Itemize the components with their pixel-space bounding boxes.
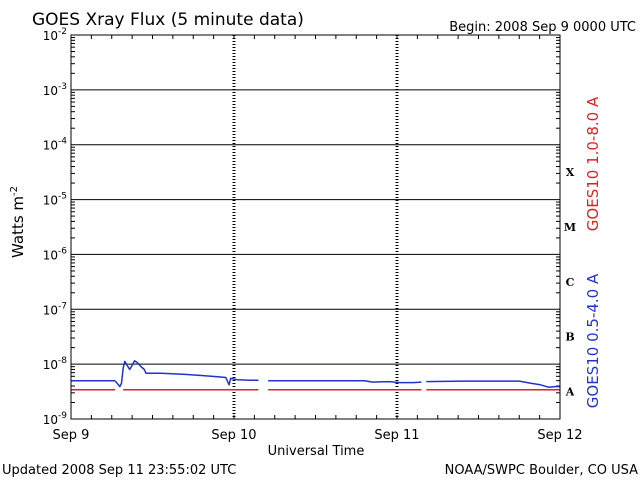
flare-class-labels: A B C M X bbox=[564, 166, 576, 398]
y-tick-label: 10-8 bbox=[43, 356, 68, 372]
plot-frame bbox=[70, 34, 561, 420]
y-axis-label-base: Watts m bbox=[9, 196, 27, 258]
series-short-channel-line bbox=[268, 379, 422, 384]
flare-class-m: M bbox=[564, 221, 576, 234]
x-tick-labels: Sep 9 Sep 10 Sep 11 Sep 12 bbox=[53, 428, 583, 443]
begin-label: Begin: 2008 Sep 9 0000 UTC bbox=[449, 20, 636, 35]
series-short-channel-line bbox=[426, 380, 560, 388]
flare-class-a: A bbox=[565, 386, 575, 399]
chart-title: GOES Xray Flux (5 minute data) bbox=[32, 10, 304, 30]
series-layer bbox=[71, 360, 560, 391]
y-tick-label: 10-4 bbox=[43, 137, 68, 153]
x-tick-label: Sep 12 bbox=[537, 428, 582, 443]
y-tick-label: 10-6 bbox=[43, 246, 68, 262]
y-tick-label: 10-5 bbox=[43, 192, 67, 208]
series-short-channel-line bbox=[114, 360, 259, 388]
legend-long-channel: GOES10 1.0-8.0 A bbox=[584, 96, 602, 231]
x-tick-label: Sep 9 bbox=[53, 428, 90, 443]
flare-class-b: B bbox=[565, 331, 574, 344]
y-tick-labels: 10-9 10-8 10-7 10-6 10-5 10-4 10-3 10-2 bbox=[43, 27, 68, 427]
y-axis-label: Watts m-2 bbox=[9, 186, 27, 258]
x-tick-label: Sep 10 bbox=[211, 428, 256, 443]
grid-layer bbox=[71, 35, 560, 419]
source-credit: NOAA/SWPC Boulder, CO USA bbox=[445, 463, 638, 478]
flare-class-x: X bbox=[566, 166, 575, 179]
x-axis-label: Universal Time bbox=[268, 444, 365, 459]
y-axis-label-exponent: -2 bbox=[9, 186, 20, 196]
y-tick-label: 10-7 bbox=[43, 301, 67, 317]
x-tick-label: Sep 11 bbox=[374, 428, 419, 443]
y-tick-label: 10-2 bbox=[43, 27, 67, 43]
y-tick-label: 10-3 bbox=[43, 82, 67, 98]
legend-short-channel: GOES10 0.5-4.0 A bbox=[584, 273, 602, 408]
updated-timestamp: Updated 2008 Sep 11 23:55:02 UTC bbox=[2, 463, 236, 478]
y-tick-label: 10-9 bbox=[43, 411, 68, 427]
flare-class-c: C bbox=[566, 276, 575, 289]
